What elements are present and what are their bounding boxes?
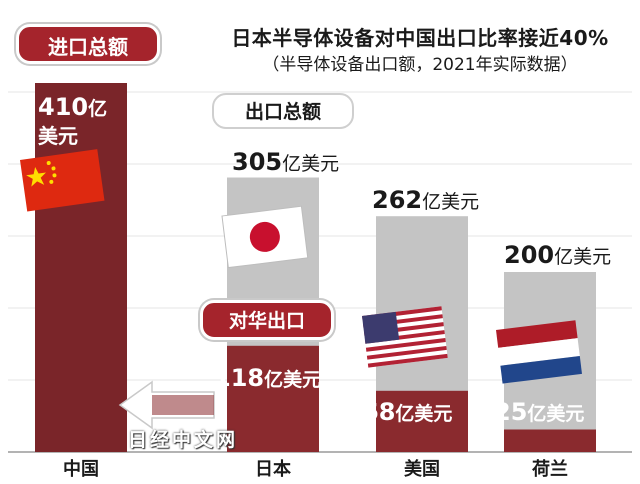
- data-label-japan-china: 118亿美元: [214, 364, 322, 392]
- data-label-nl-china: 25亿美元: [494, 398, 585, 426]
- data-label-japan-total: 305亿美元: [232, 148, 340, 176]
- export-to-china-label: 对华出口: [200, 300, 334, 340]
- bar-export-to-china-1: [227, 345, 319, 452]
- data-label-us-china: 68亿美元: [362, 398, 453, 426]
- chart-title: 日本半导体设备对中国出口比率接近40%: [231, 26, 609, 50]
- japan-flag-icon: [221, 205, 309, 269]
- bar-export-to-china-3: [504, 429, 596, 452]
- left-arrow-icon: [118, 380, 215, 430]
- china-flag-icon: [20, 149, 105, 212]
- netherlands-flag-icon: [496, 320, 582, 384]
- watermark: 日经中文网: [128, 429, 239, 451]
- bar-export-to-china-2: [376, 390, 468, 452]
- category-label-china: 中国: [63, 459, 99, 480]
- import-total-label: 进口总额: [16, 24, 160, 64]
- bar-total-0: [35, 83, 127, 452]
- data-label-nl-total: 200亿美元: [504, 241, 612, 269]
- usa-flag-icon: [362, 306, 448, 368]
- category-label-japan: 日本: [255, 459, 291, 480]
- export-total-label: 出口总额: [212, 93, 354, 129]
- chart-subtitle: （半导体设备出口额，2021年实际数据）: [262, 55, 578, 75]
- category-label-netherlands: 荷兰: [532, 459, 568, 480]
- data-label-china-total: 410亿 美元: [38, 93, 108, 148]
- data-label-us-total: 262亿美元: [372, 186, 480, 214]
- category-label-us: 美国: [404, 459, 440, 480]
